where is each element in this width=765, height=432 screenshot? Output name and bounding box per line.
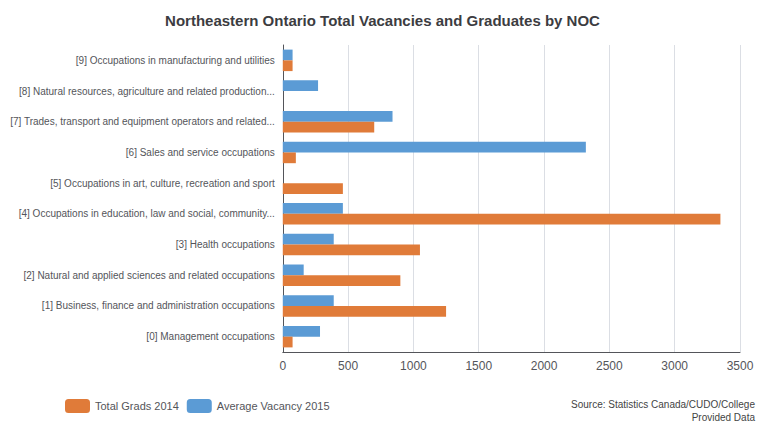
svg-text:0: 0 xyxy=(279,359,286,373)
svg-text:3500: 3500 xyxy=(727,359,754,373)
svg-text:[8] Natural resources, agricul: [8] Natural resources, agriculture and r… xyxy=(19,86,275,97)
svg-text:[1] Business, finance and admi: [1] Business, finance and administration… xyxy=(42,300,275,311)
svg-text:2000: 2000 xyxy=(531,359,558,373)
svg-text:[0] Management occupations: [0] Management occupations xyxy=(146,331,274,342)
svg-text:Average Vacancy 2015: Average Vacancy 2015 xyxy=(217,400,330,412)
svg-text:[2] Natural and applied scienc: [2] Natural and applied sciences and rel… xyxy=(24,270,275,281)
svg-text:[9] Occupations in manufacturi: [9] Occupations in manufacturing and uti… xyxy=(76,55,275,66)
svg-text:2500: 2500 xyxy=(596,359,623,373)
svg-text:[6] Sales and service occupati: [6] Sales and service occupations xyxy=(126,147,275,158)
svg-text:1500: 1500 xyxy=(465,359,492,373)
svg-text:[4] Occupations in education,: [4] Occupations in education, law and so… xyxy=(19,208,275,219)
svg-text:[5] Occupations in art, cultur: [5] Occupations in art, culture, recreat… xyxy=(50,178,275,189)
svg-text:[7] Trades, transport and equi: [7] Trades, transport and equipment oper… xyxy=(10,116,275,127)
svg-text:3000: 3000 xyxy=(661,359,688,373)
svg-text:[3] Health occupations: [3] Health occupations xyxy=(176,239,275,250)
svg-text:Total Grads 2014: Total Grads 2014 xyxy=(95,400,179,412)
svg-text:Source: Statistics Canada/CUDO: Source: Statistics Canada/CUDO/College xyxy=(571,399,755,410)
svg-text:Northeastern Ontario Total Vac: Northeastern Ontario Total Vacancies and… xyxy=(165,12,600,29)
svg-text:1000: 1000 xyxy=(400,359,427,373)
svg-text:500: 500 xyxy=(338,359,358,373)
svg-text:Provided Data: Provided Data xyxy=(692,412,756,423)
